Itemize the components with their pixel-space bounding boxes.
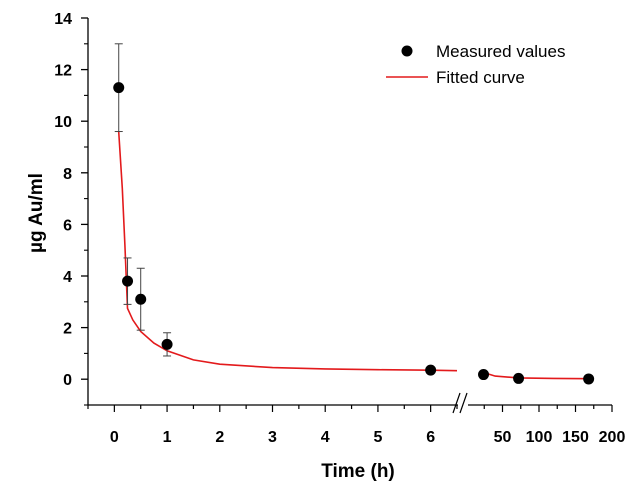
x-tick-label: 100	[526, 429, 553, 446]
x-tick-label: 2	[215, 429, 224, 446]
x-tick-label: 50	[494, 429, 512, 446]
data-point	[513, 372, 525, 384]
y-tick-label: 10	[54, 114, 72, 131]
legend-label-measured: Measured values	[436, 42, 565, 61]
data-point	[161, 338, 173, 350]
data-point	[113, 82, 125, 94]
y-tick-label: 6	[63, 217, 72, 234]
measured-points-layer	[113, 43, 595, 385]
x-axis-label: Time (h)	[321, 461, 395, 481]
x-tick-label: 4	[321, 429, 330, 446]
x-tick-label: 1	[163, 429, 172, 446]
fitted-curve-right	[483, 371, 589, 380]
data-point	[122, 275, 134, 287]
x-tick-label: 3	[268, 429, 277, 446]
x-tick-label: 0	[110, 429, 119, 446]
data-point	[478, 369, 490, 381]
x-axis-ticks: 0 1 2 3 4 5 6 50 100 150 200	[87, 405, 626, 446]
y-tick-label: 14	[54, 11, 72, 28]
x-tick-label: 6	[426, 429, 435, 446]
x-tick-label: 200	[599, 429, 626, 446]
legend-label-fitted: Fitted curve	[436, 68, 525, 87]
y-axis-ticks: 0 2 4 6 8 10 12 14	[54, 11, 88, 406]
axis-break-mark	[452, 392, 461, 414]
axis-break-mark	[459, 392, 468, 414]
y-tick-label: 12	[54, 63, 72, 80]
y-tick-label: 0	[63, 372, 72, 389]
y-tick-label: 8	[63, 166, 72, 183]
y-tick-label: 2	[63, 321, 72, 338]
fitted-curve-left	[117, 131, 458, 372]
x-tick-label: 5	[373, 429, 382, 446]
data-point	[583, 373, 595, 385]
y-axis-label: µg Au/ml	[26, 173, 47, 253]
x-tick-label: 150	[562, 429, 589, 446]
legend-marker-measured	[401, 45, 413, 57]
legend: Measured values Fitted curve	[386, 42, 565, 87]
data-point	[135, 293, 147, 305]
data-point	[425, 364, 437, 376]
y-tick-label: 4	[63, 269, 72, 286]
fitted-curve-layer	[117, 131, 589, 380]
